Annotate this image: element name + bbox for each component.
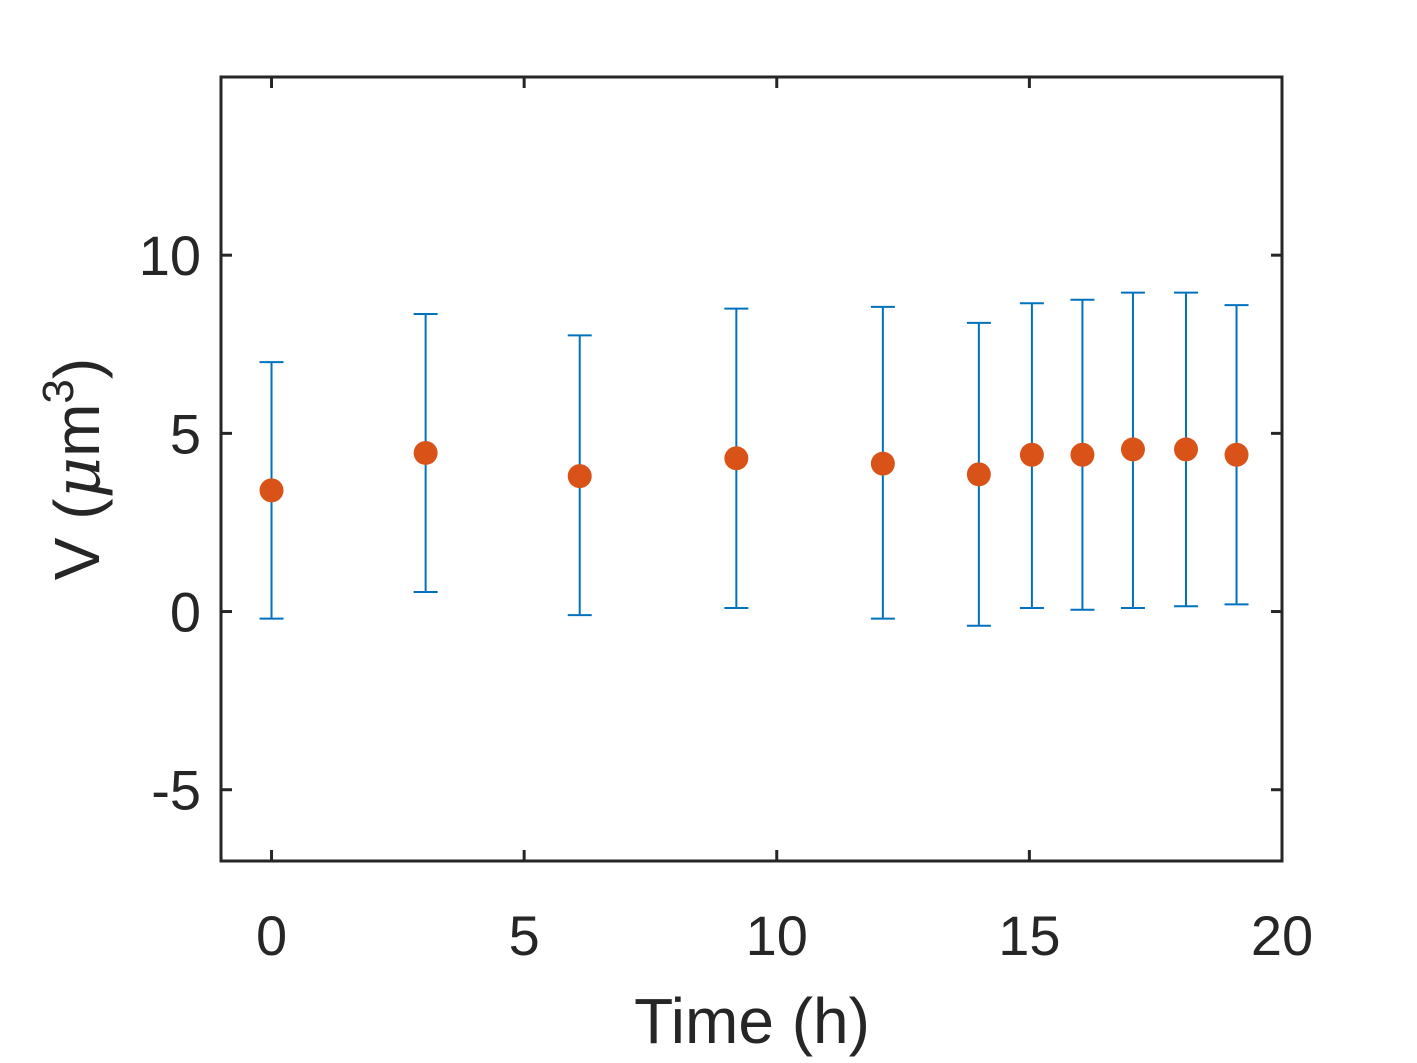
data-point (870, 451, 895, 476)
data-point (966, 462, 991, 487)
x-tick-label: 0 (256, 904, 287, 967)
data-point (1224, 442, 1249, 467)
x-tick-label: 15 (998, 904, 1060, 967)
y-axis-title-mu: μ (41, 457, 115, 499)
y-tick-label: -5 (151, 759, 201, 822)
y-axis-title-prefix: V ( (41, 498, 113, 580)
x-axis-title: Time (h) (634, 985, 870, 1057)
y-tick-label: 10 (139, 224, 201, 287)
data-point (1174, 437, 1199, 462)
data-point (1070, 442, 1095, 467)
x-tick-label: 10 (746, 904, 808, 967)
ticks (221, 77, 1284, 861)
data-markers (259, 437, 1249, 503)
y-axis-title: V (μm3) (34, 358, 115, 580)
data-point (567, 464, 592, 489)
data-point (724, 446, 749, 471)
data-point (413, 440, 438, 465)
data-point (1120, 437, 1145, 462)
plot-frame (219, 75, 1284, 863)
x-tick-label: 5 (509, 904, 540, 967)
y-axis-title-suffix: ) (41, 358, 113, 379)
y-axis-title-superscript: 3 (34, 379, 83, 403)
data-point (1019, 442, 1044, 467)
tick-labels: 0 5 10 15 20 -5 0 5 10 (139, 224, 1313, 967)
y-axis-title-unit: m (41, 404, 113, 457)
y-tick-label: 5 (170, 402, 201, 465)
y-tick-label: 0 (170, 581, 201, 644)
data-point (259, 478, 284, 503)
x-tick-label: 20 (1251, 904, 1313, 967)
